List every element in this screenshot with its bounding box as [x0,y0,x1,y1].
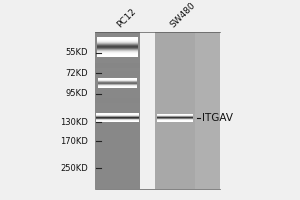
Bar [97,55,138,56]
Bar [98,87,137,88]
Bar [96,113,139,114]
Bar [155,32,195,189]
Bar [97,40,138,41]
Bar [97,46,138,47]
Bar [95,71,140,77]
Bar [97,37,138,38]
Bar [96,118,139,119]
Text: 95KD: 95KD [65,89,88,98]
Bar [98,80,137,81]
Bar [97,47,138,48]
Text: 72KD: 72KD [65,69,88,78]
Bar [98,79,137,80]
Text: SW480: SW480 [168,1,197,30]
Text: 55KD: 55KD [65,48,88,57]
Bar [96,114,139,115]
Bar [97,54,138,55]
Bar [97,50,138,51]
Bar [98,78,137,79]
Bar [97,52,138,53]
Text: 170KD: 170KD [60,137,88,146]
Bar [97,38,138,39]
Bar [97,53,138,54]
Bar [97,45,138,46]
Bar [98,82,137,83]
Bar [95,98,140,103]
Text: PC12: PC12 [115,7,138,30]
Bar [97,43,138,44]
Text: ITGAV: ITGAV [202,113,233,123]
Bar [97,39,138,40]
Bar [97,51,138,52]
Text: 250KD: 250KD [60,164,88,173]
Bar [98,85,137,86]
Bar [96,117,139,118]
Bar [95,32,220,189]
Bar [96,116,139,117]
Bar [96,121,139,122]
Bar [96,120,139,121]
Text: 130KD: 130KD [60,118,88,127]
Bar [97,49,138,50]
Bar [96,115,139,116]
Bar [98,86,137,87]
Bar [97,41,138,42]
Bar [97,48,138,49]
Bar [140,32,155,189]
Bar [96,119,139,120]
Bar [98,84,137,85]
Bar [98,83,137,84]
Bar [98,81,137,82]
Bar [95,32,140,189]
Bar [97,42,138,43]
Bar [95,63,140,68]
Bar [97,44,138,45]
Bar [97,56,138,57]
